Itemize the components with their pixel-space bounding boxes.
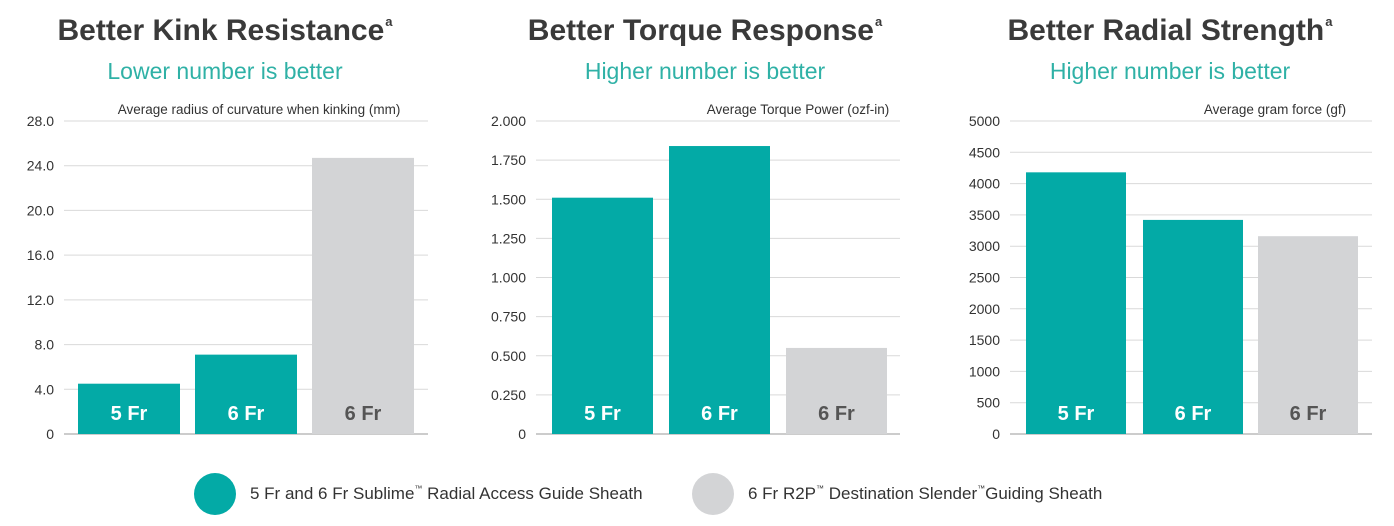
y-axis-label: Average Torque Power (ozf-in) [707,102,890,117]
y-tick-label: 24.0 [27,158,54,174]
y-tick-label: 3000 [969,238,1000,254]
bars: 5 Fr 6 Fr 6 Fr [78,157,414,434]
y-tick-label: 1.000 [491,270,526,286]
y-tick-label: 1.500 [491,191,526,207]
y-tick-label: 0 [992,426,1000,442]
chart-title-superscript: a [1325,14,1333,29]
chart-title-text: Better Torque Response [527,14,874,47]
y-tick-label: 2.000 [491,113,526,129]
bar-category-label: 6 Fr [345,403,382,425]
bar [195,354,297,434]
legend-label-r2p: 6 Fr R2P™ Destination Slender™Guiding Sh… [748,484,1103,503]
kink-resistance-chart: 0 4.0 8.0 12.0 16.0 20.0 24.0 28.0 Average radiu… [27,102,428,442]
chart-title-superscript: a [874,14,883,29]
chart-title: Better Torque Responsea [480,14,930,48]
legend-item-sublime: 5 Fr and 6 Fr Sublime™ Radial Access Gui… [194,472,643,516]
y-tick-labels: 0 0.250 0.500 0.750 1.000 1.250 1.500 1.750 2.00… [491,113,526,442]
chart-title-superscript: a [385,14,393,29]
bar [78,383,180,434]
bar [552,197,653,434]
bar-category-label: 5 Fr [584,403,621,425]
chart-title: Better Radial Strengtha [950,14,1390,48]
bar [786,347,887,434]
chart-title: Better Kink Resistancea [0,14,460,48]
bars: 5 Fr 6 Fr 6 Fr [1026,172,1358,434]
y-tick-label: 0.750 [491,309,526,325]
bar-category-label: 6 Fr [818,403,855,425]
y-tick-label: 2000 [969,301,1000,317]
radial-strength-panel: Better Radial Strengtha Higher number is… [940,0,1390,460]
y-tick-label: 1000 [969,363,1000,379]
bar-category-label: 6 Fr [1290,403,1327,425]
y-tick-labels: 0 500 1000 1500 2000 2500 3000 3500 4000 4500 5000 [969,113,1000,442]
torque-response-chart: 0 0.250 0.500 0.750 1.000 1.250 1.500 1.750 2.00… [491,102,900,442]
y-tick-label: 4000 [969,176,1000,192]
y-tick-label: 0.250 [491,387,526,403]
y-tick-label: 12.0 [27,292,54,308]
chart-subtitle: Higher number is better [1049,58,1291,84]
y-tick-label: 0 [46,426,54,442]
bar-category-label: 5 Fr [111,403,148,425]
y-tick-label: 0.500 [491,348,526,364]
chart-legend: 5 Fr and 6 Fr Sublime™ Radial Access Gui… [0,470,1394,520]
bar [1143,219,1243,434]
bar-category-label: 5 Fr [1058,403,1095,425]
y-axis-label: Average radius of curvature when kinking… [118,102,401,117]
bar [1258,236,1358,434]
y-tick-label: 4.0 [35,381,55,397]
bar-category-label: 6 Fr [701,403,738,425]
y-tick-label: 3500 [969,207,1000,223]
y-tick-label: 8.0 [35,337,55,353]
bar [1026,172,1126,434]
y-tick-label: 0 [518,426,526,442]
chart-title-text: Better Kink Resistance [57,14,385,47]
torque-response-panel: Better Torque Responsea Higher number is… [470,0,930,460]
y-tick-label: 1500 [969,332,1000,348]
y-tick-label: 16.0 [27,247,54,263]
bar-category-label: 6 Fr [1175,403,1212,425]
radial-strength-chart: 0 500 1000 1500 2000 2500 3000 3500 4000 4500 5000… [969,102,1372,442]
bar-category-label: 6 Fr [228,403,265,425]
legend-item-r2p: 6 Fr R2P™ Destination Slender™Guiding Sh… [692,472,1102,516]
legend-swatch-gray [692,473,734,515]
chart-subtitle: Lower number is better [107,58,343,84]
bars: 5 Fr 6 Fr 6 Fr [552,146,887,435]
y-tick-label: 2500 [969,270,1000,286]
kink-resistance-panel: Better Kink Resistancea Lower number is … [0,0,460,460]
y-tick-label: 20.0 [27,202,54,218]
y-tick-label: 1.250 [491,230,526,246]
y-tick-label: 1.750 [491,152,526,168]
y-axis-label: Average gram force (gf) [1204,102,1346,117]
y-tick-label: 500 [977,395,1001,411]
chart-title-text: Better Radial Strength [1007,14,1325,47]
y-tick-label: 28.0 [27,113,54,129]
legend-swatch-teal [194,473,236,515]
y-tick-label: 5000 [969,113,1000,129]
chart-subtitle: Higher number is better [584,58,826,84]
y-tick-labels: 0 4.0 8.0 12.0 16.0 20.0 24.0 28.0 [27,113,54,442]
bar [669,146,770,435]
bar [312,157,414,434]
legend-label-sublime: 5 Fr and 6 Fr Sublime™ Radial Access Gui… [250,484,643,503]
y-tick-label: 4500 [969,144,1000,160]
